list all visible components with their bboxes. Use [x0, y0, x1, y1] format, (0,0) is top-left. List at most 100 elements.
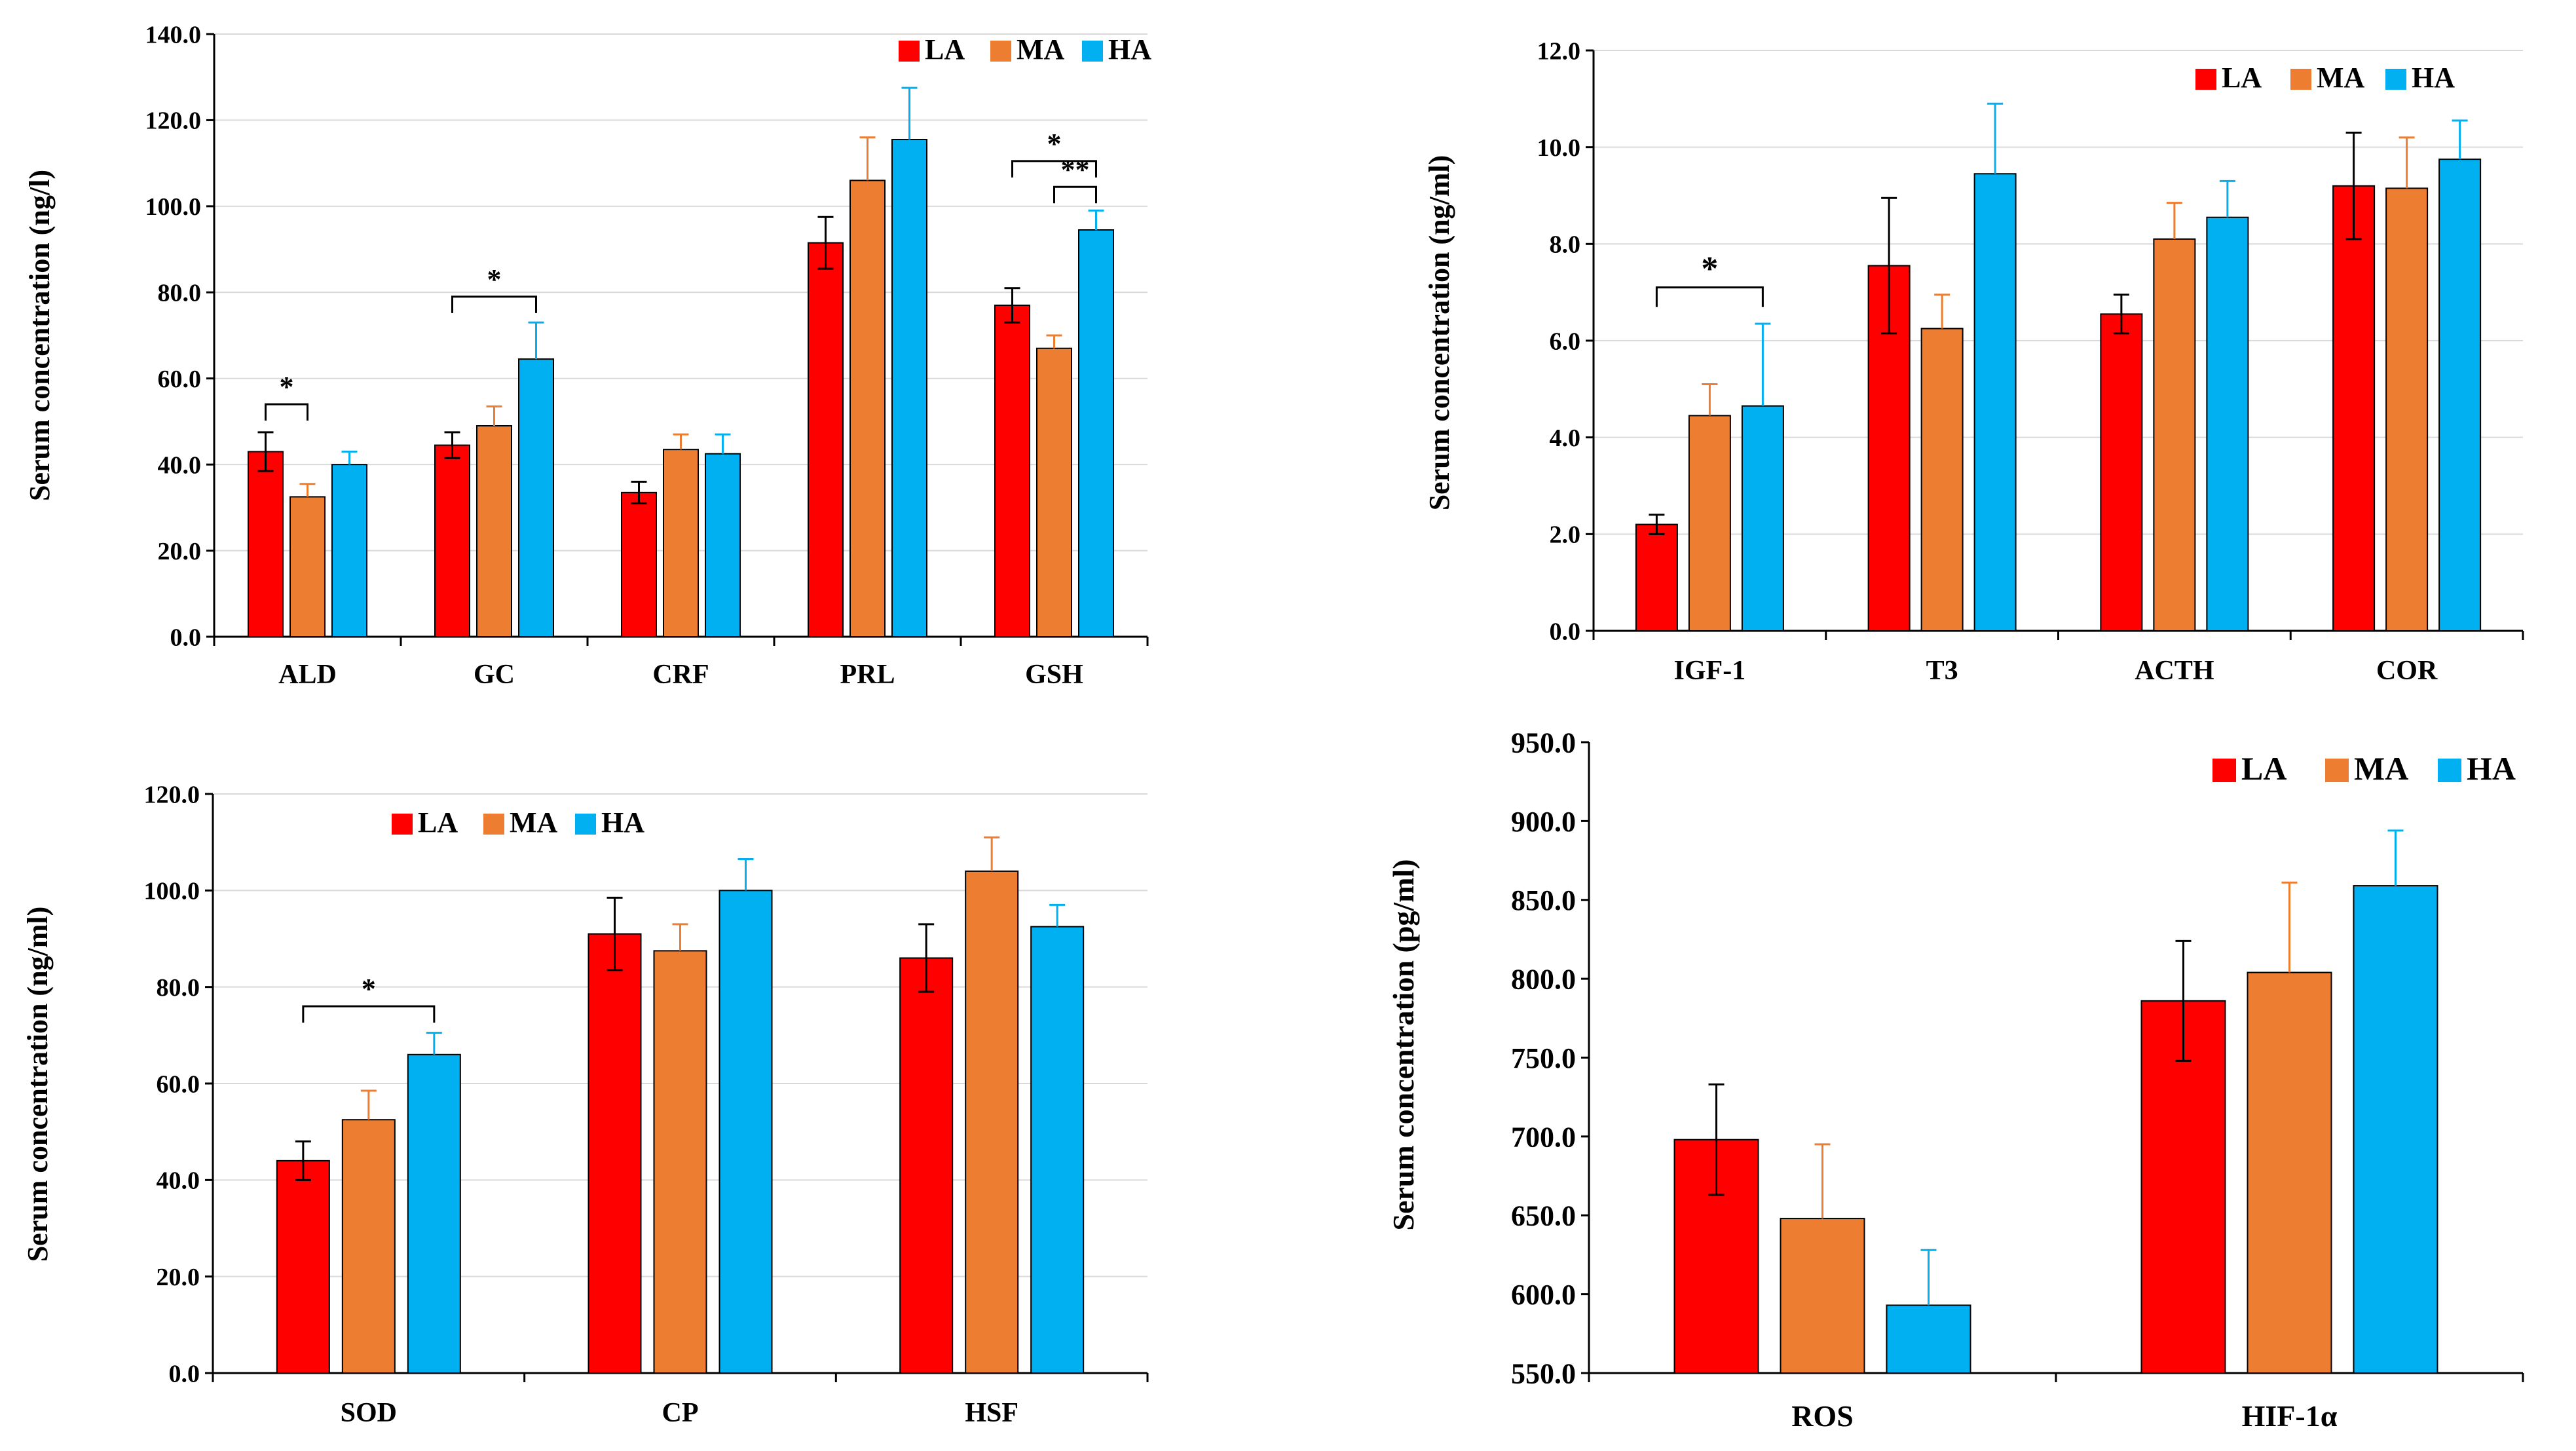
category-label: CP — [662, 1398, 699, 1428]
y-axis-title: Serum concentration (ng/l) — [24, 170, 56, 501]
bar-ma — [2247, 971, 2332, 1374]
bar-la — [2332, 185, 2376, 631]
category-label: HSF — [965, 1398, 1018, 1428]
y-tick-label: 600.0 — [1511, 1279, 1576, 1311]
y-tick-label: 900.0 — [1511, 806, 1576, 838]
bar-ma — [476, 425, 512, 637]
significance-label: ** — [1061, 153, 1090, 185]
significance-label: * — [362, 973, 376, 1005]
bar-ma — [663, 449, 699, 638]
y-tick-label: 80.0 — [158, 280, 202, 307]
significance-bracket — [265, 403, 308, 421]
legend-swatch-ha — [575, 814, 596, 835]
significance-label: * — [1701, 250, 1718, 288]
bar-ha — [1886, 1304, 1971, 1374]
legend-swatch-ma — [483, 814, 504, 835]
y-tick-label: 700.0 — [1511, 1121, 1576, 1153]
chart-bottom-left: 0.0 20.0 40.0 60.0 80.0 100.0 120.0 SOD CP HSF Ser… — [22, 781, 1149, 1428]
y-axis-title: Serum concentration (pg/ml) — [1387, 859, 1420, 1230]
bar-ma — [1780, 1218, 1865, 1374]
significance-label: * — [280, 371, 294, 403]
significance-bracket — [1053, 185, 1097, 204]
legend-label-la: LA — [925, 33, 965, 66]
chart-top-right: 0.0 2.0 4.0 6.0 8.0 10.0 12.0 IGF-1 T3 ACTH COR Ser… — [1423, 37, 2524, 686]
bar-ha — [719, 890, 773, 1374]
category-label: CRF — [652, 660, 709, 690]
significance-bracket — [1011, 160, 1097, 178]
y-tick-label: 2.0 — [1550, 521, 1581, 549]
bar-ma — [2385, 187, 2429, 631]
category-label: PRL — [840, 660, 895, 690]
bar-la — [588, 933, 642, 1374]
y-tick-label: 0.0 — [170, 624, 202, 651]
legend-swatch-la — [2195, 69, 2216, 90]
category-label: COR — [2376, 656, 2438, 686]
legend-label-ha: HA — [1108, 33, 1151, 66]
y-tick-label: 750.0 — [1511, 1042, 1576, 1074]
legend-label-ma: MA — [1017, 33, 1065, 66]
legend-label-ma: MA — [2317, 62, 2365, 94]
legend-label-la: LA — [2222, 62, 2262, 94]
bar-la — [808, 242, 844, 637]
chart-bottom-right: 550.0 600.0 650.0 700.0 750.0 800.0 850.0 900.0… — [1387, 726, 2524, 1433]
category-label: HIF-1α — [2242, 1399, 2338, 1433]
y-tick-label: 100.0 — [145, 193, 202, 221]
y-tick-label: 0.0 — [1550, 618, 1581, 645]
y-axis-title: Serum concentration (ng/ml) — [1423, 155, 1455, 511]
y-tick-label: 20.0 — [157, 1264, 200, 1291]
category-label: GC — [474, 660, 515, 690]
significance-bracket — [451, 295, 537, 313]
bar-ma — [849, 179, 886, 637]
legend-label-ma: MA — [510, 806, 558, 839]
y-tick-label: 950.0 — [1511, 726, 1576, 759]
y-tick-label: 12.0 — [1537, 37, 1581, 65]
bar-ha — [2438, 159, 2482, 631]
bar-ha — [1030, 926, 1085, 1374]
significance-bracket — [1655, 286, 1764, 307]
legend-label-ma: MA — [2354, 750, 2408, 787]
y-tick-label: 120.0 — [145, 107, 202, 135]
significance-bracket — [302, 1005, 436, 1023]
y-tick-label: 120.0 — [144, 781, 200, 808]
bar-la — [1635, 523, 1678, 631]
bar-ma — [965, 870, 1019, 1374]
y-tick-label: 6.0 — [1550, 328, 1581, 355]
bar-ha — [1741, 405, 1784, 631]
bar-la — [248, 451, 284, 638]
chart-top-left: 0.0 20.0 40.0 60.0 80.0 100.0 120.0 140.0 ALD GC C… — [24, 21, 1151, 690]
bar-ha — [2206, 216, 2249, 632]
y-tick-label: 60.0 — [158, 366, 202, 393]
bar-ma — [341, 1119, 396, 1374]
bar-ha — [518, 358, 554, 638]
y-tick-label: 650.0 — [1511, 1200, 1576, 1232]
legend-swatch-ha — [1082, 41, 1103, 62]
bar-ma — [1920, 328, 1964, 631]
category-label: T3 — [1926, 656, 1958, 686]
legend-swatch-la — [392, 814, 413, 835]
legend-label-ha: HA — [2467, 750, 2516, 787]
bar-ma — [1036, 347, 1072, 637]
legend-label-la: LA — [2241, 750, 2287, 787]
legend-swatch-la — [899, 41, 920, 62]
bar-la — [621, 491, 657, 637]
bar-ma — [2153, 238, 2196, 631]
bar-ha — [705, 453, 741, 637]
legend-swatch-ha — [2438, 759, 2461, 782]
y-tick-label: 800.0 — [1511, 964, 1576, 996]
y-tick-label: 10.0 — [1537, 134, 1581, 162]
significance-label: * — [487, 263, 502, 295]
category-label: ACTH — [2135, 656, 2214, 686]
category-label: GSH — [1025, 660, 1083, 690]
legend-label-la: LA — [418, 806, 458, 839]
legend-label-ha: HA — [2412, 62, 2455, 94]
legend-swatch-ma — [990, 41, 1011, 62]
y-tick-label: 550.0 — [1511, 1357, 1576, 1389]
y-tick-label: 850.0 — [1511, 884, 1576, 916]
y-tick-label: 40.0 — [158, 451, 202, 479]
legend-swatch-ma — [2325, 759, 2349, 782]
y-axis-title: Serum concentration (ng/ml) — [22, 907, 54, 1262]
y-tick-label: 4.0 — [1550, 424, 1581, 452]
category-label: IGF-1 — [1674, 656, 1746, 686]
bar-ha — [891, 139, 927, 637]
category-label: ALD — [278, 660, 337, 690]
